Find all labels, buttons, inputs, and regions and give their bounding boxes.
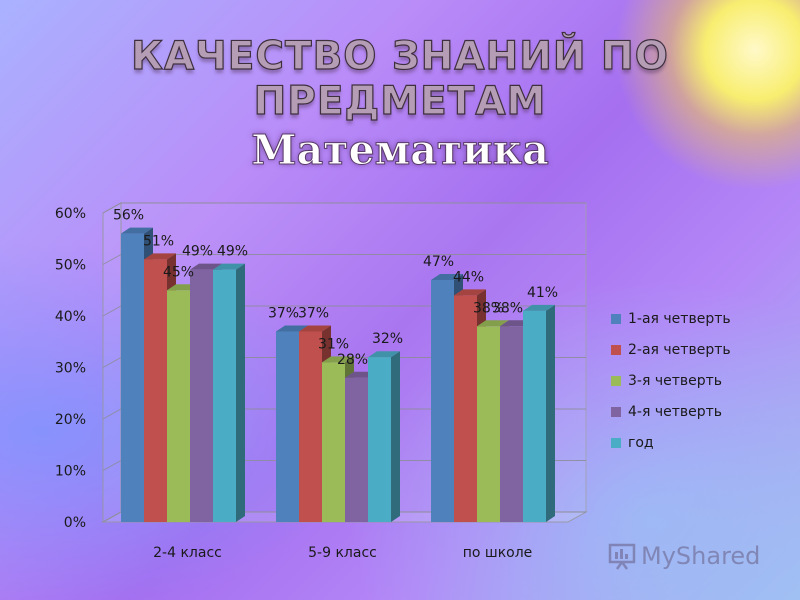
x-axis-labels: 2-4 класс 5-9 класс по школе — [153, 545, 532, 561]
data-label: 51% — [143, 233, 174, 249]
data-label: 56% — [113, 208, 144, 224]
data-label: 28% — [337, 352, 368, 368]
x-tick-label: 5-9 класс — [308, 545, 377, 561]
y-tick-label: 60% — [55, 206, 86, 222]
data-labels: 56% 51% 45% 49% 49% 37%37% 31%28%32% 47%44% 38%3… — [113, 208, 558, 368]
bar — [213, 263, 245, 522]
y-tick-label: 50% — [55, 258, 86, 274]
y-tick-label: 0% — [64, 515, 86, 531]
legend-label: 1-ая четверть — [628, 310, 731, 327]
data-label: 47% — [423, 254, 454, 270]
watermark-text: MyShared — [641, 542, 761, 570]
data-label: 49% — [182, 244, 213, 260]
presentation-icon — [608, 543, 636, 570]
data-label: 37% — [298, 305, 329, 321]
legend-item: 1-ая четверть — [611, 303, 786, 334]
legend-item: 4-я четверть — [611, 396, 786, 427]
y-tick-label: 30% — [55, 361, 86, 377]
legend-label: 4-я четверть — [628, 403, 723, 420]
gridline — [102, 202, 586, 214]
y-tick-label: 10% — [55, 464, 86, 480]
legend-item: 3-я четверть — [611, 365, 786, 396]
chart-bars — [121, 227, 555, 522]
slide-title: КАЧЕСТВО ЗНАНИЙ ПО ПРЕДМЕТАМ — [131, 33, 669, 124]
chart-legend: 1-ая четверть 2-ая четверть 3-я четверть 4-… — [611, 303, 786, 458]
legend-swatch — [611, 437, 621, 448]
data-label: 38% — [492, 300, 523, 316]
bar — [523, 304, 555, 522]
y-tick-label: 40% — [55, 309, 86, 325]
legend-label: 3-я четверть — [628, 372, 723, 389]
data-label: 32% — [372, 331, 403, 347]
slide-subtitle: Математика — [251, 126, 550, 175]
legend-swatch — [611, 344, 621, 355]
legend-item: 2-ая четверть — [611, 334, 786, 365]
legend-item: год — [611, 427, 786, 458]
y-tick-label: 20% — [55, 412, 86, 428]
bar — [368, 351, 400, 522]
legend-swatch — [611, 313, 621, 324]
legend-label: год — [628, 434, 654, 451]
y-axis-ticks: 0% 10% 20% 30% 40% 50% 60% — [55, 206, 86, 531]
data-label: 38% — [473, 300, 504, 316]
data-label: 49% — [217, 244, 248, 260]
x-tick-label: 2-4 класс — [153, 545, 222, 561]
legend-swatch — [611, 375, 621, 386]
data-label: 44% — [453, 269, 484, 285]
data-label: 37% — [268, 305, 299, 321]
data-label: 31% — [318, 336, 349, 352]
legend-label: 2-ая четверть — [628, 341, 731, 358]
x-tick-label: по школе — [463, 545, 533, 561]
legend-swatch — [611, 406, 621, 417]
data-label: 41% — [527, 285, 558, 301]
watermark: MyShared — [607, 537, 767, 575]
data-label: 45% — [163, 264, 194, 280]
